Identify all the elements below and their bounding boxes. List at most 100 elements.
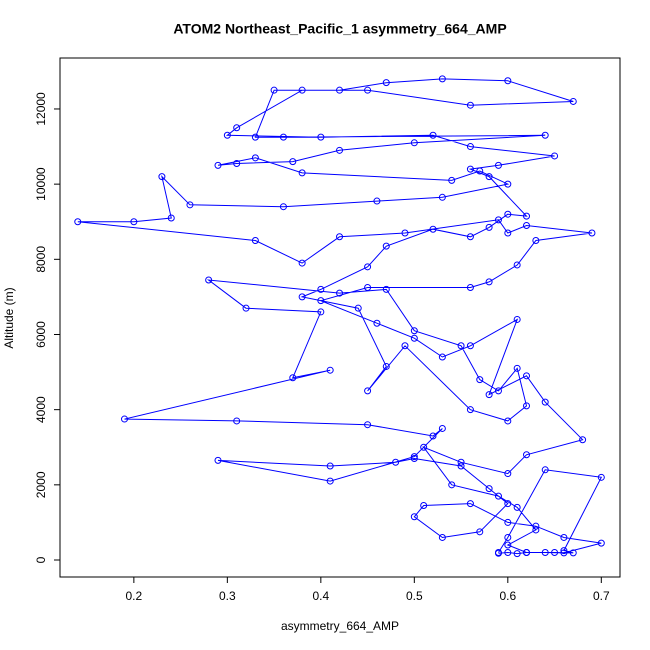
data-point bbox=[541, 548, 549, 556]
data-point bbox=[494, 161, 502, 169]
data-point bbox=[74, 218, 82, 226]
data-point bbox=[251, 154, 259, 162]
data-point bbox=[289, 374, 297, 382]
data-point bbox=[364, 421, 372, 429]
data-point bbox=[410, 513, 418, 521]
data-point bbox=[448, 481, 456, 489]
data-point bbox=[298, 169, 306, 177]
data-point bbox=[523, 221, 531, 229]
data-point bbox=[130, 218, 138, 226]
data-point bbox=[485, 391, 493, 399]
data-point bbox=[541, 398, 549, 406]
x-tick-label: 0.2 bbox=[126, 589, 143, 603]
data-point bbox=[569, 549, 577, 557]
data-point bbox=[410, 334, 418, 342]
data-point bbox=[233, 124, 241, 132]
data-point bbox=[326, 462, 334, 470]
data-point bbox=[523, 548, 531, 556]
data-point bbox=[523, 212, 531, 220]
data-point bbox=[298, 259, 306, 267]
data-point bbox=[466, 143, 474, 151]
data-point bbox=[541, 131, 549, 139]
data-point bbox=[121, 415, 129, 423]
chart-title: ATOM2 Northeast_Pacific_1 asymmetry_664_… bbox=[173, 21, 506, 37]
data-point bbox=[289, 158, 297, 166]
data-point bbox=[326, 477, 334, 485]
data-point bbox=[326, 366, 334, 374]
data-point bbox=[560, 547, 568, 555]
data-point bbox=[354, 304, 362, 312]
data-point bbox=[420, 502, 428, 510]
data-point bbox=[466, 284, 474, 292]
plot-frame bbox=[59, 57, 621, 578]
data-point bbox=[298, 86, 306, 94]
data-point bbox=[504, 210, 512, 218]
data-point bbox=[560, 549, 568, 557]
data-point bbox=[401, 342, 409, 350]
data-point bbox=[551, 548, 559, 556]
data-point bbox=[420, 443, 428, 451]
data-point bbox=[523, 451, 531, 459]
data-point bbox=[205, 276, 213, 284]
data-point bbox=[597, 473, 605, 481]
data-point bbox=[410, 327, 418, 335]
data-point bbox=[504, 548, 512, 556]
data-point bbox=[504, 518, 512, 526]
data-point bbox=[513, 261, 521, 269]
data-point bbox=[438, 533, 446, 541]
data-point bbox=[466, 342, 474, 350]
data-point bbox=[504, 500, 512, 508]
data-point bbox=[485, 485, 493, 493]
x-tick-label: 0.6 bbox=[499, 589, 516, 603]
data-point bbox=[504, 541, 512, 549]
data-point bbox=[438, 424, 446, 432]
data-point bbox=[523, 372, 531, 380]
data-point bbox=[504, 180, 512, 188]
data-point bbox=[494, 216, 502, 224]
y-tick-label: 8000 bbox=[34, 246, 48, 273]
data-point bbox=[504, 533, 512, 541]
data-point bbox=[438, 75, 446, 83]
data-point bbox=[494, 387, 502, 395]
data-point bbox=[541, 466, 549, 474]
data-point bbox=[373, 319, 381, 327]
data-point bbox=[373, 197, 381, 205]
data-point bbox=[485, 278, 493, 286]
data-point bbox=[560, 533, 568, 541]
data-point bbox=[410, 139, 418, 147]
y-tick-label: 10000 bbox=[34, 167, 48, 201]
data-point bbox=[279, 203, 287, 211]
y-tick-label: 6000 bbox=[34, 321, 48, 348]
data-point bbox=[242, 304, 250, 312]
data-point bbox=[317, 133, 325, 141]
y-tick-label: 4000 bbox=[34, 396, 48, 423]
data-point bbox=[392, 458, 400, 466]
data-point bbox=[382, 242, 390, 250]
data-point bbox=[429, 225, 437, 233]
data-point bbox=[504, 417, 512, 425]
data-point bbox=[438, 353, 446, 361]
data-point bbox=[569, 97, 577, 105]
data-point bbox=[167, 214, 175, 222]
data-point bbox=[504, 77, 512, 85]
data-point bbox=[317, 297, 325, 305]
data-point bbox=[364, 263, 372, 271]
y-tick-label: 2000 bbox=[34, 471, 48, 498]
data-point bbox=[438, 193, 446, 201]
data-point bbox=[336, 146, 344, 154]
data-point bbox=[279, 133, 287, 141]
data-line bbox=[77, 78, 603, 555]
data-point bbox=[336, 233, 344, 241]
data-point bbox=[513, 315, 521, 323]
data-point bbox=[532, 526, 540, 534]
x-tick-label: 0.5 bbox=[406, 589, 423, 603]
data-point bbox=[233, 417, 241, 425]
data-point bbox=[382, 79, 390, 87]
data-point bbox=[597, 539, 605, 547]
data-point bbox=[410, 455, 418, 463]
data-point bbox=[476, 167, 484, 175]
data-point bbox=[457, 458, 465, 466]
data-point bbox=[466, 500, 474, 508]
data-point bbox=[513, 364, 521, 372]
data-point bbox=[448, 176, 456, 184]
